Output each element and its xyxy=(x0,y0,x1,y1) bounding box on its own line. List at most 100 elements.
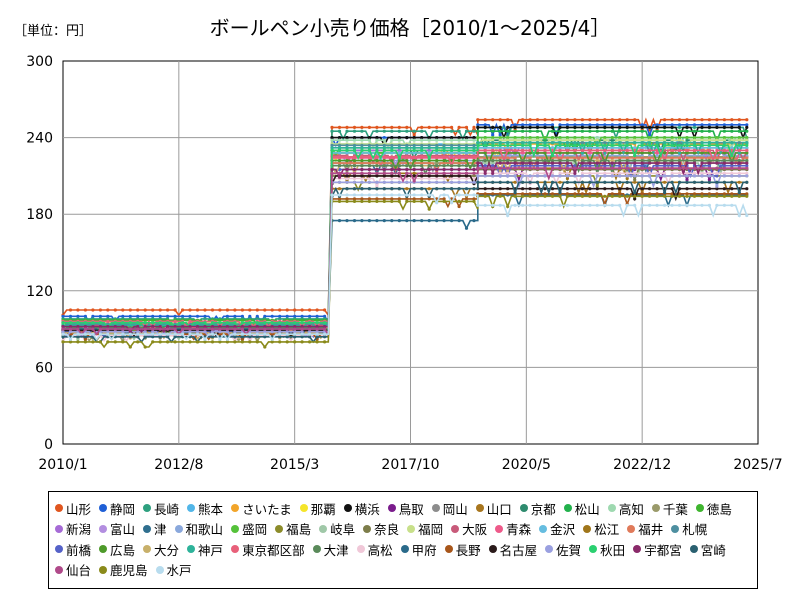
data-point xyxy=(464,125,469,129)
data-point xyxy=(506,143,510,147)
data-point xyxy=(648,156,652,160)
legend-item: 大阪 xyxy=(451,519,487,538)
data-point xyxy=(730,161,734,165)
data-point xyxy=(722,125,727,129)
legend-label: 盛岡 xyxy=(242,522,268,537)
data-point xyxy=(420,164,424,168)
data-point xyxy=(491,151,495,155)
data-point xyxy=(83,321,87,325)
data-point xyxy=(677,166,682,170)
data-point xyxy=(648,180,652,184)
data-point xyxy=(528,194,532,198)
data-point xyxy=(618,203,622,207)
data-point xyxy=(367,146,371,150)
data-point xyxy=(367,197,371,201)
data-point xyxy=(745,136,749,140)
data-point xyxy=(367,174,371,178)
data-point xyxy=(352,174,357,178)
data-point xyxy=(420,174,424,178)
data-point xyxy=(83,332,87,336)
data-point xyxy=(300,318,304,322)
data-point xyxy=(640,143,644,147)
legend-label: 岐阜 xyxy=(330,522,356,537)
data-point xyxy=(360,136,364,140)
data-point xyxy=(700,187,704,191)
data-point xyxy=(173,327,177,331)
data-point xyxy=(457,125,461,129)
data-point xyxy=(700,194,704,198)
data-point xyxy=(506,141,510,145)
data-point xyxy=(633,194,637,198)
data-point xyxy=(633,159,637,163)
data-point xyxy=(700,143,704,147)
data-point xyxy=(483,159,487,163)
data-point xyxy=(565,192,570,196)
data-point xyxy=(203,321,207,325)
legend-marker-icon xyxy=(563,504,572,512)
data-point xyxy=(580,171,585,175)
data-point xyxy=(625,180,629,184)
data-point xyxy=(233,332,237,336)
data-point xyxy=(98,327,102,331)
data-point xyxy=(543,166,547,170)
data-point xyxy=(700,156,704,160)
data-point xyxy=(464,176,469,181)
data-point xyxy=(367,176,371,181)
data-point xyxy=(603,151,607,155)
data-point xyxy=(506,213,510,218)
data-point xyxy=(692,143,697,147)
data-point xyxy=(188,332,192,336)
data-point xyxy=(352,138,357,142)
data-point xyxy=(293,321,297,325)
data-point xyxy=(98,308,102,312)
data-point xyxy=(173,332,177,336)
data-point xyxy=(603,141,607,145)
data-point xyxy=(330,143,334,147)
data-point xyxy=(513,136,517,140)
data-point xyxy=(692,138,697,142)
data-point xyxy=(450,136,454,140)
data-point xyxy=(345,129,349,133)
data-point xyxy=(565,203,570,207)
data-point xyxy=(382,155,386,159)
data-point xyxy=(745,166,749,170)
data-point xyxy=(670,118,674,122)
data-point xyxy=(375,159,379,163)
data-point xyxy=(573,151,577,155)
data-point xyxy=(390,174,394,178)
data-point xyxy=(352,159,357,163)
data-point xyxy=(352,125,357,129)
data-point xyxy=(670,187,674,191)
data-point xyxy=(573,203,577,207)
data-point xyxy=(308,332,312,336)
y-tick-label: 0 xyxy=(44,437,53,453)
data-point xyxy=(457,151,461,155)
legend-label: 佐賀 xyxy=(556,542,582,558)
data-point xyxy=(685,136,689,140)
data-point xyxy=(360,161,364,165)
data-point xyxy=(535,166,540,170)
data-point xyxy=(412,155,416,159)
data-point xyxy=(715,143,719,147)
data-point xyxy=(558,159,562,163)
data-point xyxy=(745,171,749,175)
data-point xyxy=(143,321,147,325)
data-point xyxy=(610,166,614,170)
data-point xyxy=(513,148,517,152)
data-point xyxy=(375,148,379,152)
data-point xyxy=(450,156,454,160)
data-point xyxy=(442,161,446,165)
data-point xyxy=(352,193,357,197)
data-point xyxy=(263,345,267,349)
data-point xyxy=(722,180,727,184)
legend-label: 名古屋 xyxy=(499,542,538,558)
data-point xyxy=(655,203,659,207)
data-point xyxy=(420,219,424,223)
data-point xyxy=(513,180,517,184)
data-point xyxy=(663,174,667,178)
data-point xyxy=(618,156,622,160)
data-point xyxy=(397,148,401,152)
data-point xyxy=(435,136,439,140)
data-point xyxy=(323,335,327,339)
data-point xyxy=(308,335,312,339)
